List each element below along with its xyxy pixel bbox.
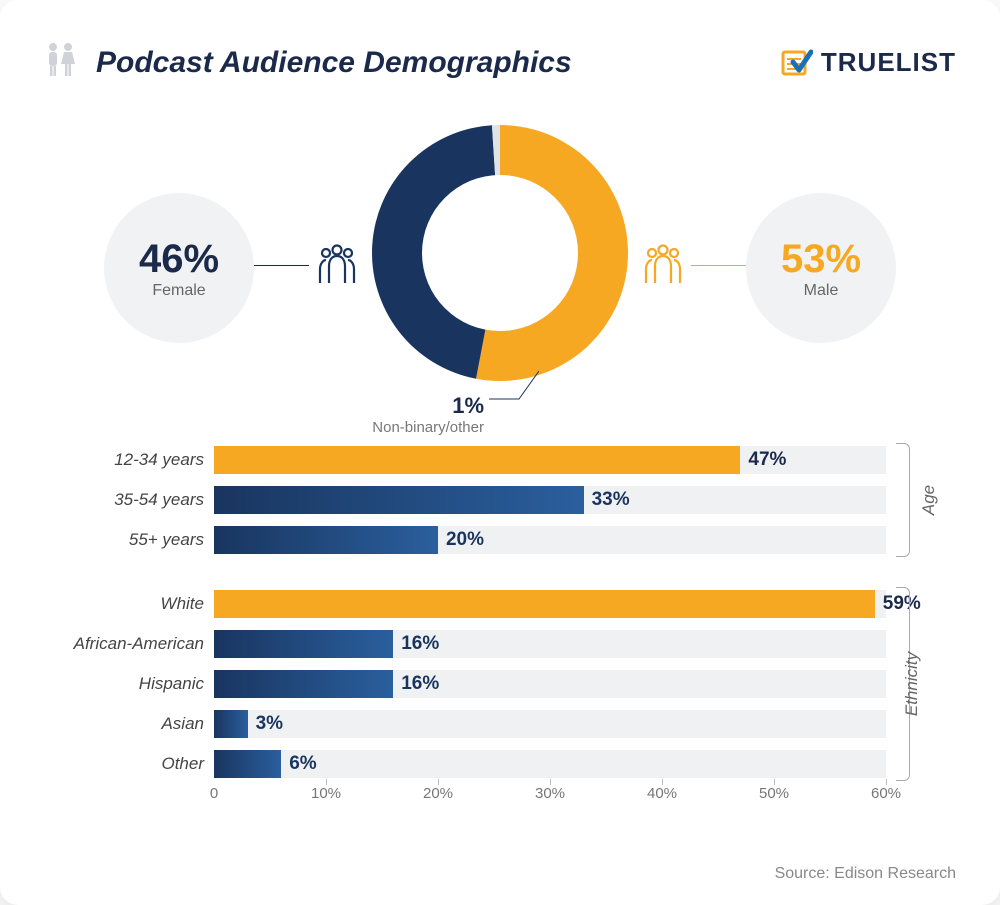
x-tick: 40% xyxy=(647,785,677,802)
bar-label: Asian xyxy=(44,714,204,734)
bar-value: 16% xyxy=(401,633,439,655)
x-tick: 60% xyxy=(871,785,901,802)
bar-group-ethnicity: White59% African-American16% Hispanic16% As… xyxy=(214,587,886,781)
nonbinary-pct: 1% xyxy=(324,393,484,419)
bar-row: 35-54 years33% xyxy=(214,483,886,517)
male-label: Male xyxy=(804,282,839,300)
checkbox-icon xyxy=(779,48,813,78)
bar-value: 47% xyxy=(748,449,786,471)
x-tick-line xyxy=(662,779,663,785)
bar-label: 55+ years xyxy=(44,530,204,550)
x-tick-line xyxy=(774,779,775,785)
bar-track: 47% xyxy=(214,446,886,474)
gender-donut-area: 46% Female 53% Male 1% Non-binary/oth xyxy=(44,103,956,433)
source-text: Source: Edison Research xyxy=(775,865,956,883)
bar-row: White59% xyxy=(214,587,886,621)
bar-row: Other6% xyxy=(214,747,886,781)
group-label: Ethnicity xyxy=(902,652,922,716)
bar-label: 12-34 years xyxy=(44,450,204,470)
x-tick: 30% xyxy=(535,785,565,802)
female-stat: 46% Female xyxy=(104,193,254,343)
female-group-icon xyxy=(314,243,360,292)
x-tick: 0 xyxy=(210,785,218,802)
group-bracket xyxy=(896,443,910,557)
bar-row: Asian3% xyxy=(214,707,886,741)
bar-row: Hispanic16% xyxy=(214,667,886,701)
bar-track: 16% xyxy=(214,670,886,698)
x-tick-line xyxy=(438,779,439,785)
x-tick-line xyxy=(886,779,887,785)
female-pct: 46% xyxy=(139,237,219,282)
bar-label: White xyxy=(44,594,204,614)
bar-value: 3% xyxy=(256,713,283,735)
brand-text: TRUELIST xyxy=(821,47,956,78)
bar-row: African-American16% xyxy=(214,627,886,661)
bar-track: 3% xyxy=(214,710,886,738)
bar-fill xyxy=(214,446,740,474)
bar-fill xyxy=(214,710,248,738)
gender-donut-chart xyxy=(370,123,630,383)
bar-track: 59% xyxy=(214,590,886,618)
bar-label: 35-54 years xyxy=(44,490,204,510)
infographic-card: Podcast Audience Demographics TRUELIST 4… xyxy=(0,0,1000,905)
female-label: Female xyxy=(152,282,205,300)
bar-fill xyxy=(214,590,875,618)
nonbinary-label: Non-binary/other xyxy=(324,419,484,436)
bar-value: 33% xyxy=(592,489,630,511)
bar-label: African-American xyxy=(44,634,204,654)
nonbinary-stat: 1% Non-binary/other xyxy=(324,393,484,436)
people-icon xyxy=(44,40,78,85)
x-tick-line xyxy=(550,779,551,785)
group-label: Age xyxy=(919,485,939,515)
bar-track: 6% xyxy=(214,750,886,778)
bar-track: 33% xyxy=(214,486,886,514)
bar-value: 20% xyxy=(446,529,484,551)
bar-label: Other xyxy=(44,754,204,774)
bar-row: 55+ years20% xyxy=(214,523,886,557)
x-tick: 50% xyxy=(759,785,789,802)
bar-fill xyxy=(214,526,438,554)
brand-logo: TRUELIST xyxy=(779,47,956,78)
bar-fill xyxy=(214,670,393,698)
bar-label: Hispanic xyxy=(44,674,204,694)
bar-fill xyxy=(214,630,393,658)
x-tick: 10% xyxy=(311,785,341,802)
x-axis: 010%20%30%40%50%60% xyxy=(214,785,886,813)
bar-row: 12-34 years47% xyxy=(214,443,886,477)
bar-charts-area: 12-34 years47%35-54 years33%55+ years20%… xyxy=(44,443,956,813)
bar-track: 16% xyxy=(214,630,886,658)
bar-fill xyxy=(214,750,281,778)
connector-line xyxy=(254,265,309,266)
page-title: Podcast Audience Demographics xyxy=(96,46,572,80)
male-stat: 53% Male xyxy=(746,193,896,343)
bar-group-age: 12-34 years47% 35-54 years33% 55+ years20%… xyxy=(214,443,886,557)
male-group-icon xyxy=(640,243,686,292)
connector-line xyxy=(691,265,746,266)
bar-value: 16% xyxy=(401,673,439,695)
x-tick: 20% xyxy=(423,785,453,802)
male-pct: 53% xyxy=(781,237,861,282)
x-tick-line xyxy=(326,779,327,785)
bar-fill xyxy=(214,486,584,514)
bar-value: 6% xyxy=(289,753,316,775)
header: Podcast Audience Demographics TRUELIST xyxy=(44,40,956,85)
bar-track: 20% xyxy=(214,526,886,554)
